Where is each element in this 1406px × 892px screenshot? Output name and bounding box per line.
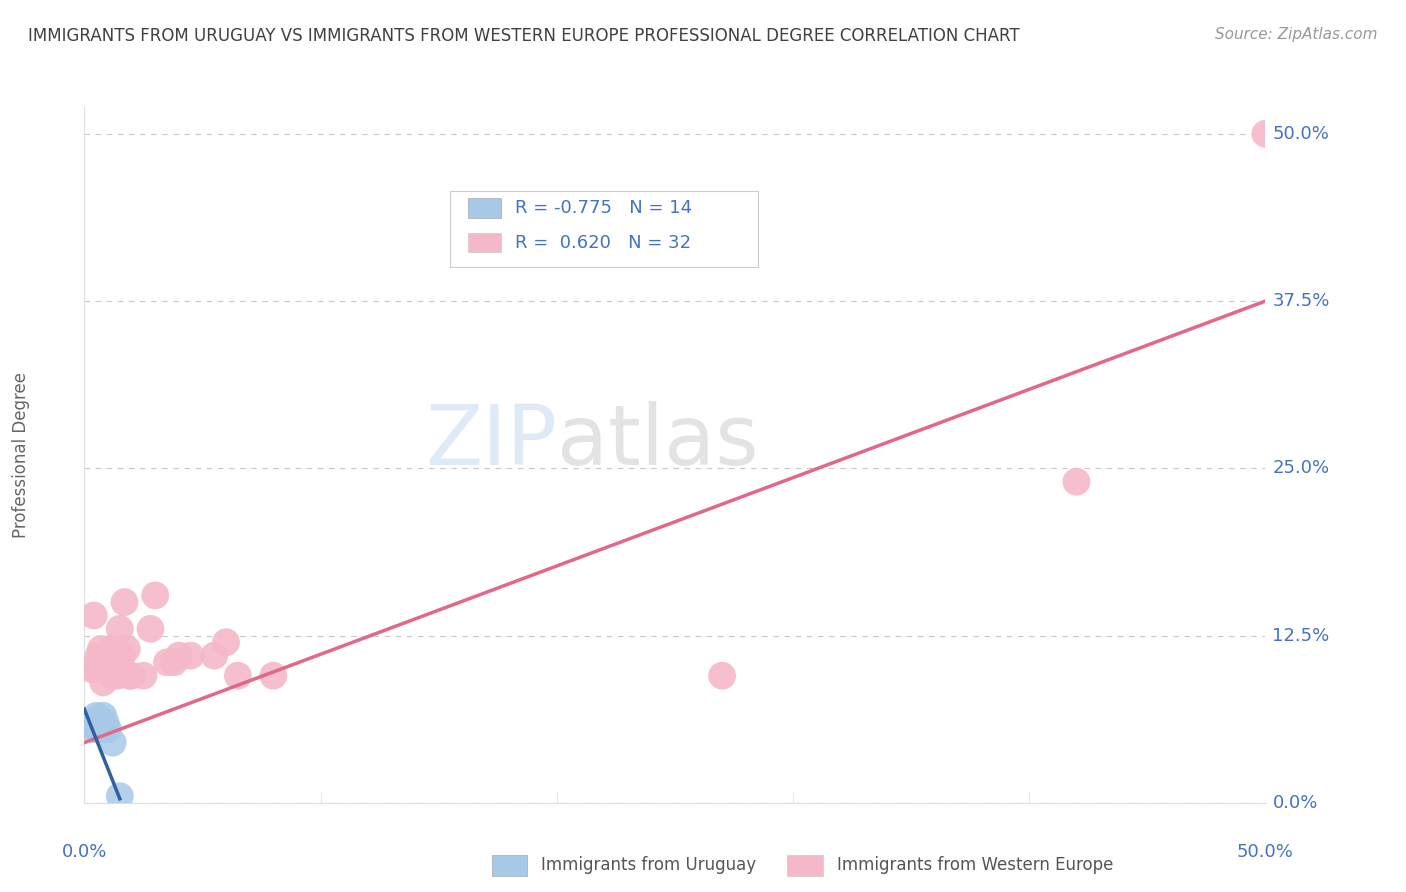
Point [156, 655, 179, 669]
Point [111, 648, 134, 663]
Point [87, 648, 110, 663]
Point [87, 723, 110, 737]
FancyBboxPatch shape [468, 233, 502, 252]
Point [107, 669, 129, 683]
Text: Source: ZipAtlas.com: Source: ZipAtlas.com [1215, 27, 1378, 42]
Point [90, 718, 112, 732]
Point [711, 669, 734, 683]
Point [262, 669, 284, 683]
Text: Immigrants from Uruguay: Immigrants from Uruguay [541, 856, 756, 874]
Point [101, 735, 124, 749]
Point [180, 648, 202, 663]
Text: 50.0%: 50.0% [1237, 843, 1294, 861]
Point [108, 789, 131, 803]
Text: IMMIGRANTS FROM URUGUAY VS IMMIGRANTS FROM WESTERN EUROPE PROFESSIONAL DEGREE CO: IMMIGRANTS FROM URUGUAY VS IMMIGRANTS FR… [28, 27, 1019, 45]
Point [77, 715, 100, 730]
Point [118, 669, 141, 683]
Point [115, 642, 138, 657]
Text: Professional Degree: Professional Degree [13, 372, 30, 538]
Point [84, 713, 107, 727]
Point [97, 648, 120, 663]
Point [108, 622, 131, 636]
Point [83, 723, 105, 737]
Point [104, 662, 127, 676]
Point [80, 718, 103, 732]
Text: R = -0.775   N = 14: R = -0.775 N = 14 [516, 199, 693, 217]
Text: Immigrants from Western Europe: Immigrants from Western Europe [837, 856, 1114, 874]
Point [87, 715, 110, 730]
Text: ZIP: ZIP [425, 401, 557, 482]
Text: 50.0%: 50.0% [1272, 125, 1329, 143]
Point [202, 648, 225, 663]
Point [97, 723, 120, 737]
Point [98, 642, 121, 657]
Point [139, 622, 162, 636]
Point [80, 662, 103, 676]
Point [121, 669, 143, 683]
Point [90, 713, 112, 727]
Text: 0.0%: 0.0% [62, 843, 107, 861]
Text: R =  0.620   N = 32: R = 0.620 N = 32 [516, 234, 692, 252]
Point [101, 669, 124, 683]
Text: 0.0%: 0.0% [1272, 794, 1317, 812]
Point [91, 675, 114, 690]
Point [1066, 475, 1088, 489]
Point [114, 595, 136, 609]
Point [226, 669, 249, 683]
Text: 25.0%: 25.0% [1272, 459, 1330, 477]
Point [215, 635, 238, 649]
Point [83, 608, 105, 623]
Text: 37.5%: 37.5% [1272, 292, 1330, 310]
Text: 12.5%: 12.5% [1272, 626, 1330, 645]
Point [132, 669, 155, 683]
Point [163, 655, 186, 669]
Point [1254, 127, 1277, 141]
Point [84, 662, 107, 676]
FancyBboxPatch shape [450, 191, 758, 267]
FancyBboxPatch shape [468, 198, 502, 218]
Point [167, 648, 190, 663]
Point [91, 708, 114, 723]
Point [143, 589, 166, 603]
Point [84, 708, 107, 723]
Text: atlas: atlas [557, 401, 758, 482]
Point [94, 662, 117, 676]
Point [94, 715, 117, 730]
Point [90, 642, 112, 657]
